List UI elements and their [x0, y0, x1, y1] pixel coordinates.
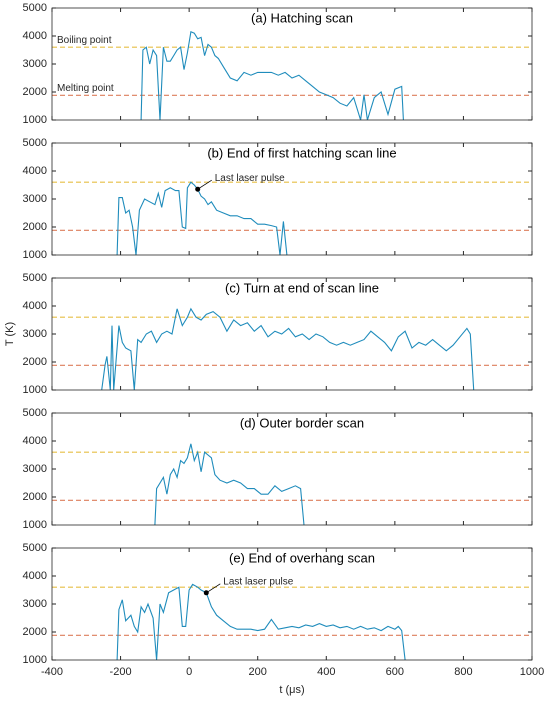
- data-line: [101, 307, 475, 390]
- x-tick-label: 400: [317, 666, 335, 678]
- annotation-leader: [197, 179, 212, 190]
- axes-box: [51, 547, 533, 661]
- y-axis-label: T (K): [4, 322, 16, 346]
- plot-area: [52, 143, 532, 255]
- data-line: [154, 443, 305, 525]
- y-tick-label: 4000: [23, 570, 47, 582]
- x-tick-label: 0: [186, 666, 192, 678]
- x-tick-label: -400: [41, 666, 63, 678]
- y-tick-label: 4000: [23, 165, 47, 177]
- panel-title: (a) Hatching scan: [251, 10, 353, 25]
- panel-title: (d) Outer border scan: [240, 415, 364, 430]
- y-tick-label: 4000: [23, 300, 47, 312]
- y-tick-label: 4000: [23, 30, 47, 42]
- y-tick-label: 2000: [23, 221, 47, 233]
- y-tick-label: 4000: [23, 435, 47, 447]
- x-tick-label: 800: [454, 666, 472, 678]
- axes-box: [51, 7, 533, 121]
- y-tick-label: 1000: [23, 249, 47, 261]
- y-tick-label: 5000: [23, 542, 47, 554]
- y-tick-label: 3000: [23, 193, 47, 205]
- panel-title: (c) Turn at end of scan line: [225, 280, 379, 295]
- axes-box: [51, 142, 533, 256]
- y-tick-label: 5000: [23, 137, 47, 149]
- annotation-point: [195, 186, 201, 192]
- x-tick-label: 200: [249, 666, 267, 678]
- y-tick-label: 3000: [23, 328, 47, 340]
- data-line: [116, 583, 406, 660]
- axes-box: [51, 277, 533, 391]
- y-tick-label: 5000: [23, 407, 47, 419]
- y-tick-label: 3000: [23, 463, 47, 475]
- x-tick-label: 1000: [520, 666, 544, 678]
- y-tick-label: 2000: [23, 626, 47, 638]
- data-line: [116, 181, 288, 255]
- x-axis-label: t (μs): [279, 684, 304, 696]
- axes-box: [51, 412, 533, 526]
- plot-area: [52, 8, 532, 120]
- reference-label: Melting point: [57, 83, 114, 94]
- y-tick-label: 3000: [23, 598, 47, 610]
- y-tick-label: 5000: [23, 2, 47, 14]
- data-line: [140, 31, 404, 120]
- panel-title: (b) End of first hatching scan line: [207, 145, 396, 160]
- y-tick-label: 2000: [23, 356, 47, 368]
- reference-label: Boiling point: [57, 35, 112, 46]
- y-tick-label: 1000: [23, 654, 47, 666]
- y-tick-label: 2000: [23, 86, 47, 98]
- x-tick-label: 600: [386, 666, 404, 678]
- annotation-text: Last laser pulse: [223, 576, 293, 587]
- annotation-leader: [206, 583, 221, 594]
- x-tick-label: -200: [110, 666, 132, 678]
- plot-area: [52, 413, 532, 525]
- annotation-text: Last laser pulse: [215, 173, 285, 184]
- y-tick-label: 1000: [23, 384, 47, 396]
- panel-title: (e) End of overhang scan: [229, 550, 375, 565]
- y-tick-label: 1000: [23, 519, 47, 531]
- plot-area: [52, 548, 532, 660]
- y-tick-label: 5000: [23, 272, 47, 284]
- y-tick-label: 1000: [23, 114, 47, 126]
- y-tick-label: 3000: [23, 58, 47, 70]
- annotation-point: [203, 590, 209, 596]
- y-tick-label: 2000: [23, 491, 47, 503]
- plot-area: [52, 278, 532, 390]
